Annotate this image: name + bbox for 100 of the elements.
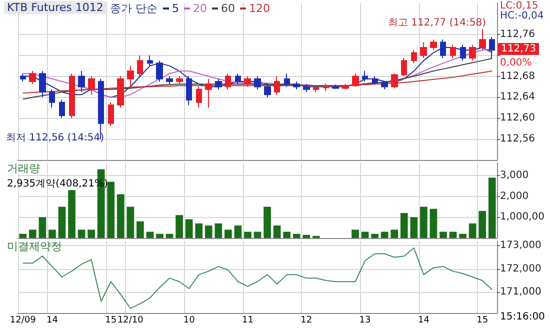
bar — [352, 230, 359, 238]
bar — [380, 232, 388, 238]
bar — [195, 223, 203, 238]
candlestick — [166, 76, 173, 85]
candlestick — [156, 60, 163, 82]
candlestick — [352, 73, 359, 88]
y-tick-label: 112,60 — [500, 112, 535, 124]
candlestick — [450, 44, 456, 58]
candlestick — [411, 50, 417, 64]
candlestick — [88, 76, 95, 96]
candlestick — [381, 81, 388, 90]
bar — [214, 223, 222, 238]
candlestick — [29, 70, 36, 85]
bar — [166, 234, 174, 238]
y-tick-label: 3,000 — [500, 170, 529, 181]
bar — [48, 230, 56, 238]
x-tick-label: 14 — [418, 316, 430, 326]
bar — [126, 206, 134, 238]
legend-title: 종가 단순 — [110, 2, 158, 15]
line-series — [22, 70, 493, 94]
bar — [224, 230, 232, 238]
chart-title: KTB Futures 1012 — [7, 1, 104, 14]
bar — [78, 230, 86, 238]
bar — [116, 194, 124, 238]
bar — [459, 234, 466, 238]
x-tick-label: 12/10 — [117, 316, 144, 326]
y-tick-label: 112,76 — [500, 28, 535, 40]
x-tick-label: 15 — [476, 316, 488, 326]
candlestick — [401, 57, 407, 77]
candlestick — [235, 73, 241, 85]
bar — [273, 226, 281, 238]
bar — [156, 234, 164, 238]
bar — [292, 234, 300, 238]
x-tick-label: 10 — [183, 316, 196, 326]
text: 15:16:00 — [500, 312, 545, 322]
candlestick — [20, 73, 26, 82]
y-tick-label: 112,56 — [500, 134, 535, 145]
bar — [234, 226, 242, 238]
y-tick-label: 2,000 — [500, 190, 529, 202]
bar — [468, 223, 476, 238]
candlestick — [108, 102, 114, 126]
candlestick — [225, 73, 231, 90]
candlestick — [391, 73, 398, 89]
candlestick — [460, 44, 466, 62]
candlestick — [39, 70, 46, 98]
candlestick — [274, 76, 280, 96]
x-tick-label: 13 — [359, 316, 371, 326]
bar — [361, 232, 369, 238]
chart-title: 미결제약정 — [7, 240, 62, 253]
candlestick — [430, 39, 437, 51]
candlestick — [59, 99, 65, 119]
bar — [478, 210, 486, 238]
bar — [204, 226, 212, 238]
candlestick — [205, 78, 212, 108]
candlestick — [78, 70, 85, 92]
bar — [283, 232, 290, 238]
candlestick — [117, 76, 124, 108]
bar — [136, 221, 144, 238]
bar — [254, 232, 262, 238]
bar — [488, 178, 496, 238]
bar — [28, 230, 36, 238]
bar — [185, 219, 193, 238]
bar — [107, 182, 115, 238]
bar — [68, 190, 76, 238]
chart-title: 거래량 — [7, 162, 40, 175]
text: HC:-0,04 — [500, 10, 544, 22]
bar — [430, 208, 438, 238]
candlestick — [332, 84, 339, 90]
bar — [440, 232, 447, 238]
y-tick-label: 172,000 — [500, 263, 542, 274]
candlestick — [147, 54, 153, 66]
text: LC:0,15 — [500, 0, 538, 12]
bar — [302, 234, 310, 238]
candlestick — [244, 76, 251, 88]
y-tick-label: 1,000,00 — [500, 212, 545, 223]
bar — [449, 232, 457, 238]
bar — [88, 230, 95, 238]
annotation: 최고 112,77 (14:58) — [388, 18, 486, 28]
legend-label: 120 — [248, 2, 270, 15]
y-tick-label: 112,68 — [500, 70, 535, 82]
text: 0,00% — [500, 58, 532, 68]
x-tick-label: 12/09 — [10, 316, 36, 326]
legend-label: 60 — [220, 2, 235, 15]
x-tick-label: 14 — [46, 316, 58, 326]
bar — [371, 234, 378, 238]
bar — [420, 206, 428, 238]
annotation: 최저 112,56 (14:54) — [6, 132, 104, 144]
candlestick — [137, 54, 143, 77]
candlestick — [293, 81, 300, 90]
candlestick — [303, 84, 310, 92]
bar — [244, 232, 252, 238]
candlestick — [323, 83, 329, 92]
candlestick — [440, 39, 446, 58]
candlestick — [372, 76, 378, 85]
legend-label: 5 — [172, 2, 179, 15]
candlestick — [127, 65, 134, 88]
bar — [146, 232, 154, 238]
y-tick-label: 112,64 — [500, 92, 535, 103]
candlestick — [49, 88, 55, 108]
legend-label: 20 — [193, 2, 207, 15]
